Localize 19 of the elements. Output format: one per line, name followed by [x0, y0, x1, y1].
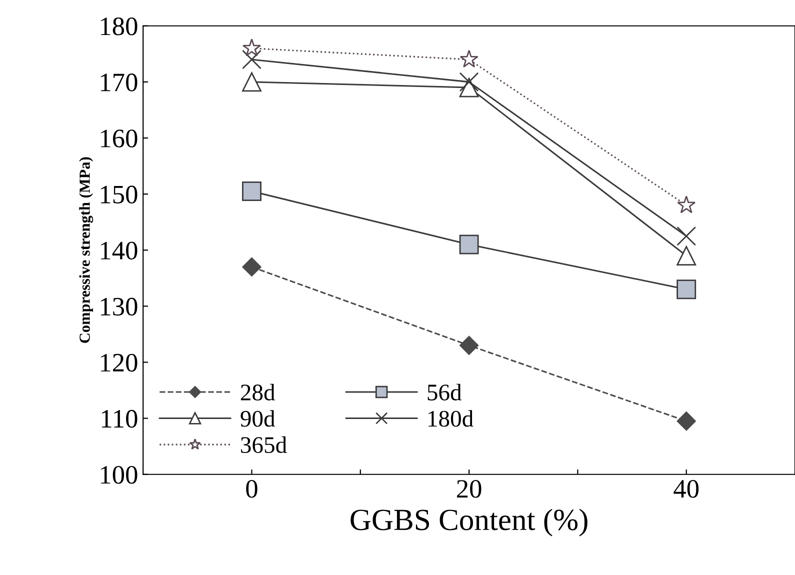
y-tick-label: 100 [100, 466, 138, 484]
x-axis-title: GGBS Content (%) [350, 508, 588, 536]
y-tick-label: 120 [100, 354, 138, 372]
legend-label: 365d [241, 436, 287, 454]
legend-label: 90d [240, 410, 276, 427]
x-tick-label: 40 [674, 480, 699, 498]
legend-label: 28d [240, 384, 276, 400]
y-tick-label: 150 [100, 186, 138, 204]
legend-label: 56d [428, 384, 462, 400]
y-tick-label: 110 [102, 410, 138, 428]
x-tick-label: 20 [457, 480, 482, 498]
x-tick-label: 0 [246, 480, 258, 498]
y-tick-label: 180 [100, 17, 138, 36]
y-axis-title: Compressive strength (MPa) [79, 157, 94, 343]
y-tick-label: 170 [100, 74, 138, 92]
legend-label: 180d [428, 410, 474, 427]
y-tick-label: 160 [100, 130, 138, 148]
y-tick-label: 140 [100, 242, 138, 260]
y-tick-label: 130 [100, 298, 138, 316]
